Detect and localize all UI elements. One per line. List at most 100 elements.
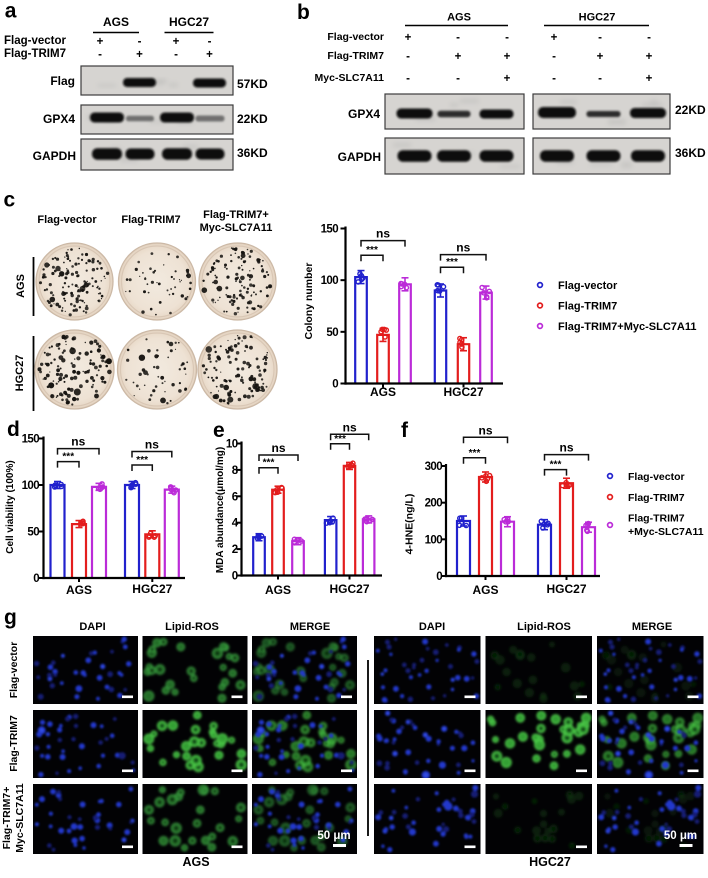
svg-text:+: + bbox=[173, 36, 180, 48]
svg-text:GAPDH: GAPDH bbox=[33, 149, 76, 163]
svg-text:GPX4: GPX4 bbox=[348, 107, 380, 121]
svg-text:ns: ns bbox=[478, 423, 492, 437]
svg-text:DAPI: DAPI bbox=[419, 621, 445, 633]
svg-text:ns: ns bbox=[456, 241, 470, 255]
svg-text:300: 300 bbox=[425, 461, 443, 473]
svg-text:Flag-vector: Flag-vector bbox=[327, 31, 384, 43]
svg-text:Flag-TRIM7+Myc-SLC7A11: Flag-TRIM7+Myc-SLC7A11 bbox=[558, 321, 696, 333]
svg-text:ns: ns bbox=[343, 420, 357, 434]
svg-text:***: *** bbox=[136, 455, 148, 466]
svg-text:-: - bbox=[552, 73, 556, 85]
svg-text:Flag-TRIM7: Flag-TRIM7 bbox=[4, 48, 66, 60]
svg-text:HGC27: HGC27 bbox=[546, 582, 586, 596]
svg-text:AGS: AGS bbox=[66, 583, 92, 597]
svg-text:22KD: 22KD bbox=[237, 112, 268, 126]
svg-text:100: 100 bbox=[425, 534, 443, 546]
svg-text:-: - bbox=[138, 36, 142, 48]
svg-text:+: + bbox=[455, 51, 462, 63]
svg-text:0: 0 bbox=[232, 571, 238, 583]
svg-text:Flag-vector: Flag-vector bbox=[558, 280, 618, 292]
svg-text:+: + bbox=[206, 49, 213, 61]
svg-text:200: 200 bbox=[425, 498, 443, 510]
svg-text:HGC27: HGC27 bbox=[169, 15, 209, 29]
svg-text:+: + bbox=[597, 51, 604, 63]
svg-text:-: - bbox=[598, 73, 602, 85]
svg-text:150: 150 bbox=[22, 434, 40, 446]
svg-text:50: 50 bbox=[27, 527, 39, 539]
svg-text:Lipid-ROS: Lipid-ROS bbox=[165, 621, 219, 633]
svg-text:HGC27: HGC27 bbox=[579, 12, 616, 24]
svg-text:Lipid-ROS: Lipid-ROS bbox=[517, 621, 571, 633]
svg-text:HGC27: HGC27 bbox=[443, 385, 483, 399]
svg-text:0: 0 bbox=[332, 379, 338, 391]
svg-text:GAPDH: GAPDH bbox=[338, 150, 381, 164]
svg-text:-: - bbox=[98, 49, 102, 61]
svg-text:ns: ns bbox=[271, 441, 285, 455]
svg-text:MDA abundance(μmol/mg): MDA abundance(μmol/mg) bbox=[215, 447, 226, 573]
svg-text:AGS: AGS bbox=[370, 385, 396, 399]
svg-text:57KD: 57KD bbox=[237, 77, 268, 91]
svg-text:22KD: 22KD bbox=[675, 103, 706, 117]
svg-text:MERGE: MERGE bbox=[290, 621, 330, 633]
svg-text:Flag-TRIM7: Flag-TRIM7 bbox=[121, 214, 180, 226]
svg-text:50 μm: 50 μm bbox=[664, 830, 697, 842]
svg-text:g: g bbox=[4, 606, 17, 629]
svg-text:AGS: AGS bbox=[472, 583, 498, 597]
svg-text:-: - bbox=[456, 32, 460, 44]
svg-text:ns: ns bbox=[145, 438, 159, 452]
svg-text:100: 100 bbox=[321, 275, 339, 287]
svg-text:AGS: AGS bbox=[182, 855, 209, 869]
svg-text:150: 150 bbox=[321, 224, 339, 236]
svg-text:+: + bbox=[551, 32, 558, 44]
svg-text:ns: ns bbox=[559, 441, 573, 455]
svg-text:ns: ns bbox=[71, 435, 85, 449]
svg-text:Colony number: Colony number bbox=[303, 262, 315, 339]
svg-text:+: + bbox=[504, 73, 511, 85]
svg-text:DAPI: DAPI bbox=[79, 621, 105, 633]
svg-text:8: 8 bbox=[232, 465, 239, 477]
svg-text:-: - bbox=[647, 32, 651, 44]
svg-text:***: *** bbox=[550, 460, 562, 471]
svg-text:HGC27: HGC27 bbox=[132, 582, 172, 596]
svg-text:***: *** bbox=[334, 434, 346, 445]
svg-text:Flag-TRIM7: Flag-TRIM7 bbox=[327, 50, 384, 62]
svg-text:Flag-vector: Flag-vector bbox=[628, 471, 685, 483]
svg-text:d: d bbox=[7, 418, 20, 441]
svg-text:***: *** bbox=[366, 245, 378, 256]
svg-text:+: + bbox=[405, 32, 412, 44]
svg-text:Flag-TRIM7+: Flag-TRIM7+ bbox=[203, 209, 269, 221]
svg-text:Flag-vector: Flag-vector bbox=[8, 642, 20, 699]
svg-text:HGC27: HGC27 bbox=[14, 355, 26, 392]
svg-text:+: + bbox=[646, 73, 653, 85]
svg-text:***: *** bbox=[62, 452, 74, 463]
svg-text:GPX4: GPX4 bbox=[43, 112, 75, 126]
svg-text:c: c bbox=[4, 189, 16, 212]
svg-text:+: + bbox=[97, 36, 104, 48]
svg-text:+: + bbox=[504, 51, 511, 63]
svg-text:HGC27: HGC27 bbox=[329, 582, 369, 596]
svg-text:Flag-TRIM7: Flag-TRIM7 bbox=[628, 492, 685, 504]
svg-text:ns: ns bbox=[376, 227, 390, 241]
svg-text:Myc-SLC7A11: Myc-SLC7A11 bbox=[200, 222, 273, 234]
svg-text:-: - bbox=[174, 49, 178, 61]
svg-text:-: - bbox=[208, 36, 212, 48]
svg-text:AGS: AGS bbox=[265, 583, 291, 597]
svg-text:Flag-TRIM7: Flag-TRIM7 bbox=[558, 301, 617, 313]
svg-text:Flag-TRIM7: Flag-TRIM7 bbox=[628, 513, 685, 525]
svg-text:2: 2 bbox=[232, 544, 238, 556]
svg-text:Myc-SLC7A11: Myc-SLC7A11 bbox=[315, 72, 385, 84]
svg-text:f: f bbox=[401, 419, 409, 442]
svg-text:-: - bbox=[406, 73, 410, 85]
svg-text:HGC27: HGC27 bbox=[529, 855, 571, 869]
svg-text:Flag-TRIM7+: Flag-TRIM7+ bbox=[1, 787, 13, 850]
svg-text:a: a bbox=[5, 0, 17, 23]
svg-text:Flag-vector: Flag-vector bbox=[37, 214, 97, 226]
svg-text:+: + bbox=[646, 51, 653, 63]
svg-text:-: - bbox=[456, 73, 460, 85]
svg-text:4: 4 bbox=[232, 518, 239, 530]
svg-text:-: - bbox=[406, 51, 410, 63]
svg-text:100: 100 bbox=[22, 480, 40, 492]
svg-text:b: b bbox=[297, 1, 310, 24]
svg-text:10: 10 bbox=[226, 439, 238, 451]
svg-text:AGS: AGS bbox=[103, 15, 129, 29]
